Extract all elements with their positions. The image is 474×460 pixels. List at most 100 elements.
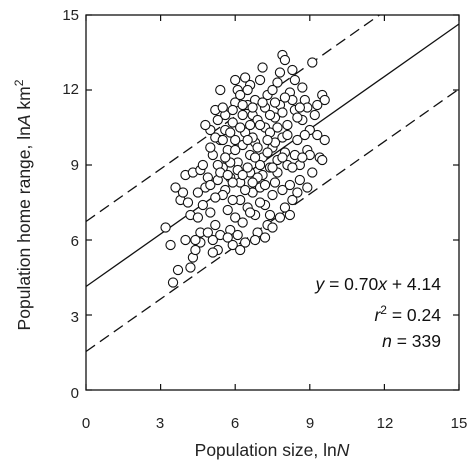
data-point <box>299 129 310 141</box>
data-point <box>247 102 258 113</box>
annotation-equation: y = 0.70x + 4.14 <box>314 274 441 294</box>
y-tick-label-0: 0 <box>71 385 79 402</box>
data-point <box>232 229 243 241</box>
data-point <box>257 97 268 108</box>
x-tick-label-15: 15 <box>451 415 468 432</box>
data-point <box>257 62 268 73</box>
data-point <box>235 89 246 101</box>
data-point <box>227 239 238 251</box>
data-point <box>227 194 238 206</box>
annotation-eq-rest: + 4.14 <box>387 274 441 294</box>
data-point <box>279 54 291 66</box>
data-point <box>197 199 209 211</box>
data-point <box>239 184 251 196</box>
data-point <box>259 179 271 191</box>
data-point <box>242 162 253 173</box>
x-axis-title: Population size, lnN <box>195 440 350 460</box>
data-point <box>274 212 286 223</box>
data-point <box>192 187 204 198</box>
data-point <box>207 234 218 246</box>
x-tick-label-9: 9 <box>306 415 314 432</box>
data-point <box>264 109 276 121</box>
y-tick-label-15: 15 <box>62 7 79 24</box>
data-point <box>319 94 330 106</box>
annotation-r2-sup: 2 <box>380 303 387 317</box>
y-tick-label-3: 3 <box>71 309 79 326</box>
annotation-r2-r: r <box>374 305 381 325</box>
lower-prediction-line <box>86 88 459 353</box>
y-axis-title-sup: 2 <box>12 79 26 86</box>
data-point <box>252 142 263 153</box>
data-point <box>222 169 233 181</box>
data-point <box>225 127 236 138</box>
data-point <box>215 84 226 96</box>
data-point <box>239 72 251 83</box>
annotation-eq-x: x <box>377 274 388 294</box>
data-point <box>227 117 238 128</box>
y-tick-label-9: 9 <box>71 157 79 174</box>
data-point <box>217 134 228 146</box>
data-point <box>254 197 266 208</box>
data-point <box>192 212 204 223</box>
annotation-n-n: n <box>382 331 392 351</box>
data-point <box>317 154 328 166</box>
data-point <box>267 189 278 201</box>
data-point <box>254 74 266 86</box>
data-point <box>190 234 201 246</box>
y-axis-title-unit: km <box>14 86 34 114</box>
data-point <box>244 207 256 218</box>
data-point <box>197 159 209 171</box>
y-axis-title-italic: A <box>14 114 34 127</box>
data-point <box>230 74 241 86</box>
data-point <box>287 194 298 206</box>
annotation-eq-mid: = 0.70 <box>324 274 378 294</box>
data-point <box>302 182 313 193</box>
data-point <box>269 97 281 108</box>
data-point <box>185 262 196 273</box>
data-point <box>165 239 176 251</box>
data-point <box>242 134 253 146</box>
data-point <box>267 84 278 96</box>
data-point <box>284 209 296 221</box>
data-point <box>237 99 248 111</box>
annotation-n-rest: = 339 <box>392 331 441 351</box>
data-point <box>222 204 233 216</box>
data-point <box>279 92 291 103</box>
data-point <box>205 207 216 218</box>
regression-line <box>86 23 459 288</box>
data-point <box>182 197 194 208</box>
data-point <box>294 174 306 186</box>
data-point <box>220 152 231 163</box>
data-point <box>235 122 246 133</box>
data-point <box>292 134 303 146</box>
data-point <box>259 232 271 243</box>
data-point <box>287 162 298 173</box>
y-tick-label-6: 6 <box>71 233 79 250</box>
data-point <box>205 142 216 153</box>
data-point <box>249 234 261 246</box>
data-point <box>284 179 296 191</box>
x-axis-title-text: Population size, ln <box>195 440 337 460</box>
annotation-eq-y: y <box>314 274 325 294</box>
data-point <box>262 147 273 158</box>
data-point <box>202 227 213 238</box>
x-tick-label-6: 6 <box>231 415 239 432</box>
x-axis-title-italic: N <box>337 440 350 460</box>
data-point <box>212 114 223 126</box>
data-point <box>319 134 330 146</box>
data-point <box>282 119 293 131</box>
data-point <box>177 187 189 198</box>
data-point <box>312 99 323 111</box>
data-point <box>254 119 266 131</box>
data-point <box>272 77 283 88</box>
data-point <box>247 177 258 188</box>
annotation-n: n = 339 <box>382 331 441 351</box>
data-point <box>312 129 323 141</box>
data-point <box>264 209 276 221</box>
data-point <box>227 177 238 188</box>
y-axis-title-text: Population home range, ln <box>14 126 34 330</box>
y-axis-title: Population home range, lnA km2 <box>12 79 34 330</box>
data-point <box>237 109 248 121</box>
data-point <box>279 202 291 213</box>
